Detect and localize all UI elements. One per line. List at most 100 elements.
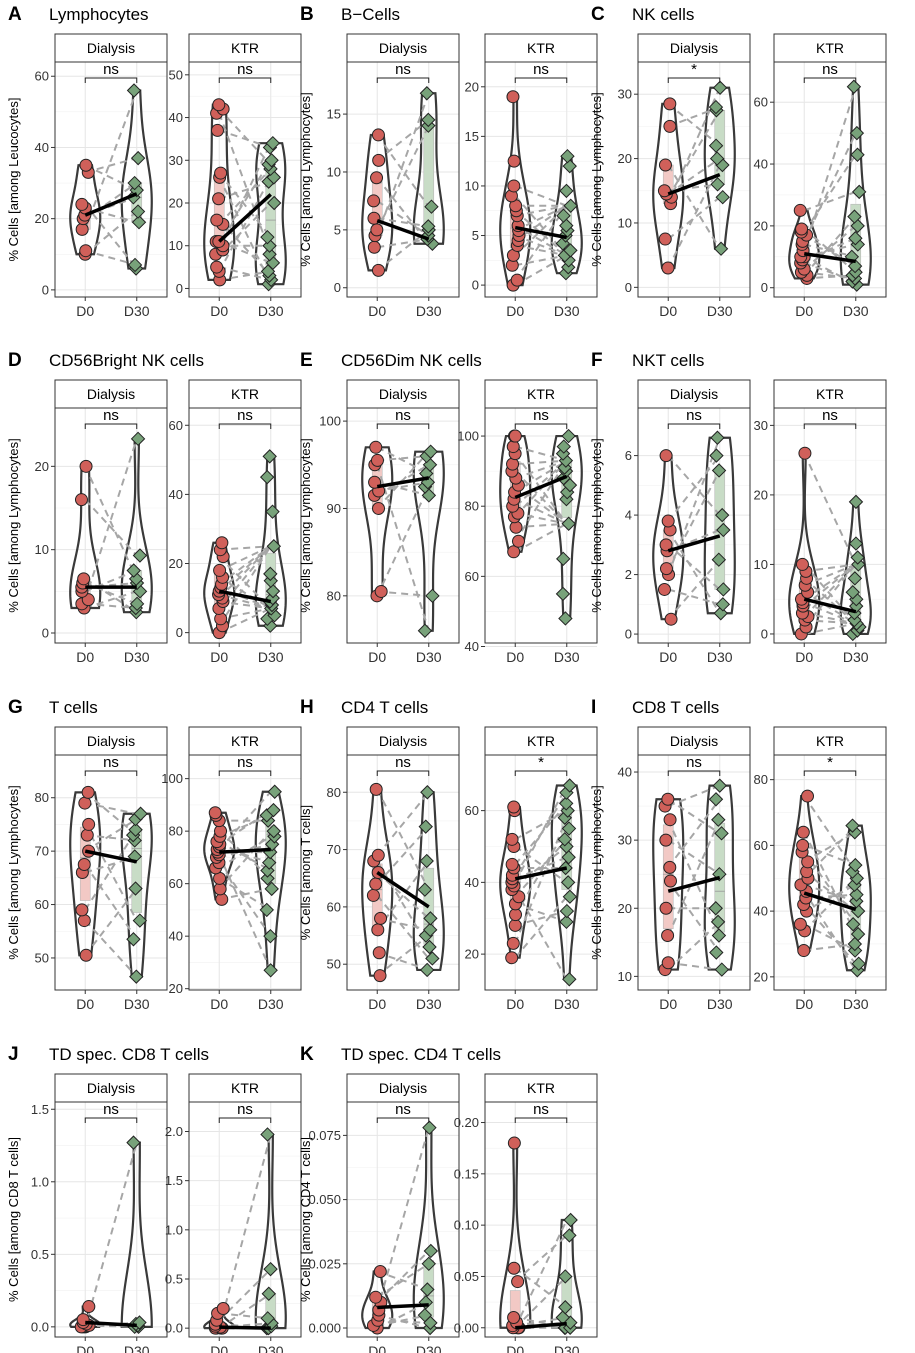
data-point-d30 <box>850 147 865 162</box>
data-point-d30 <box>710 914 726 930</box>
chart-panel-h: H CD4 T cells % Cells [among T cells] Dialy… <box>298 697 598 1012</box>
facet-dialysis: Dialysis 0 10 20 D0 D30 ns <box>35 379 168 665</box>
x-tick-label: D30 <box>843 996 869 1012</box>
y-tick-label: 0.0 <box>165 1321 183 1336</box>
data-point-d30 <box>420 1282 435 1297</box>
data-point-d30 <box>131 215 147 230</box>
facet-border <box>637 754 751 991</box>
data-point-d0 <box>215 536 229 550</box>
y-tick-label: 30 <box>618 87 632 102</box>
paired-line <box>804 563 856 573</box>
data-point-d30 <box>421 219 436 234</box>
x-tick-label: D0 <box>76 1343 94 1353</box>
paired-line <box>84 829 138 911</box>
paired-line <box>85 802 137 815</box>
significance-bracket <box>514 770 568 776</box>
data-point-d0 <box>79 158 93 172</box>
x-tick-label: D30 <box>416 996 442 1012</box>
paired-line <box>515 1316 567 1329</box>
facet-strip-label: KTR <box>527 386 555 402</box>
facet-strip-label: KTR <box>816 386 844 402</box>
x-tick-label: D30 <box>258 996 284 1012</box>
data-point-d0 <box>216 1301 230 1315</box>
mean-line <box>84 192 138 217</box>
data-point-d30 <box>418 819 433 834</box>
data-point-d0 <box>797 944 811 958</box>
data-point-d0 <box>372 153 386 167</box>
x-tick-label: D0 <box>795 996 813 1012</box>
data-point-d30 <box>266 195 282 211</box>
y-tick-label: 0.15 <box>454 1166 479 1181</box>
facet-strip <box>188 33 302 63</box>
data-point-d0 <box>661 514 675 528</box>
facet-border <box>54 407 168 644</box>
data-point-d30 <box>417 623 433 638</box>
facet-strip <box>346 379 460 409</box>
data-point-d0 <box>210 213 224 227</box>
paired-line <box>804 271 856 280</box>
significance-bracket <box>84 770 138 776</box>
data-point-d0 <box>370 171 384 185</box>
significance-bracket <box>218 770 272 776</box>
facet-strip-label: Dialysis <box>87 733 135 749</box>
y-tick-label: 30 <box>754 418 768 433</box>
data-point-d30 <box>265 504 280 519</box>
paired-line <box>803 831 857 863</box>
data-point-d30 <box>132 913 148 928</box>
data-point-d30 <box>710 430 725 445</box>
paired-line <box>377 590 429 597</box>
data-point-d30 <box>265 135 281 151</box>
facet-strip <box>773 379 887 409</box>
data-point-d0 <box>663 119 677 133</box>
data-point-d30 <box>419 962 435 978</box>
paired-line <box>803 883 857 903</box>
violin-d0 <box>361 1270 394 1330</box>
paired-line <box>376 200 430 237</box>
y-tick-label: 10 <box>618 969 632 984</box>
paired-line <box>218 545 272 586</box>
data-point-d30 <box>263 566 278 582</box>
data-point-d0 <box>369 877 383 891</box>
facet-ktr: KTR 0 20 40 60 D0 D30 ns <box>169 379 302 665</box>
paired-line <box>218 814 272 838</box>
y-tick-label: 80 <box>169 824 183 839</box>
facet-strip <box>484 1073 598 1103</box>
paired-line <box>514 1275 568 1329</box>
paired-line <box>85 834 137 842</box>
data-point-d0 <box>371 263 385 277</box>
data-point-d30 <box>419 853 434 869</box>
y-tick-label: 20 <box>754 487 768 502</box>
data-point-d0 <box>796 825 810 839</box>
y-tick-label: 40 <box>169 487 183 502</box>
data-point-d30 <box>845 917 861 932</box>
data-point-d30 <box>265 583 281 599</box>
y-tick-label: 0 <box>42 282 49 297</box>
paired-line <box>515 512 567 525</box>
x-tick-label: D30 <box>124 303 150 319</box>
paired-line <box>514 470 568 525</box>
paired-line <box>514 204 568 232</box>
paired-line <box>803 237 857 261</box>
paired-line <box>514 205 568 281</box>
data-point-d30 <box>845 818 860 833</box>
data-point-d0 <box>79 244 93 258</box>
y-tick-label: 40 <box>35 140 49 155</box>
facet-ktr: KTR 20 40 60 D0 D30 * <box>465 726 598 1012</box>
paired-line <box>218 845 272 864</box>
significance-label: ns <box>237 407 253 424</box>
data-point-d0 <box>663 97 677 111</box>
y-tick-label: 40 <box>169 110 183 125</box>
paired-line <box>667 109 721 198</box>
significance-label: * <box>538 754 544 771</box>
chart-panel-a: A Lymphocytes % Cells [among Leucocytes] Di… <box>6 4 302 319</box>
paired-line <box>803 591 857 625</box>
mean-line <box>218 193 272 243</box>
paired-line <box>803 844 857 867</box>
y-tick-label: 40 <box>754 157 768 172</box>
paired-line <box>514 459 568 480</box>
data-point-d30 <box>711 928 727 943</box>
paired-line <box>514 802 568 866</box>
data-point-d0 <box>801 855 815 869</box>
y-tick-label: 80 <box>465 499 479 514</box>
y-axis-label: % Cells [among Lymphocytes] <box>589 438 604 612</box>
